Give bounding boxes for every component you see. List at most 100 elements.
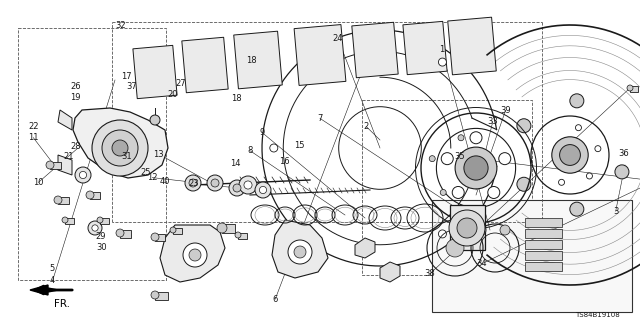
Bar	[18, 28, 166, 280]
Circle shape	[46, 161, 54, 169]
Text: 18: 18	[246, 56, 257, 65]
Circle shape	[170, 227, 176, 233]
Text: 18: 18	[232, 94, 242, 103]
Circle shape	[517, 177, 531, 191]
FancyBboxPatch shape	[237, 233, 246, 238]
Text: 23: 23	[188, 180, 198, 188]
FancyBboxPatch shape	[525, 218, 561, 227]
Bar	[362, 100, 532, 275]
Circle shape	[440, 189, 446, 196]
Text: 30: 30	[96, 244, 106, 252]
FancyBboxPatch shape	[630, 85, 637, 92]
Circle shape	[233, 184, 241, 192]
Circle shape	[488, 187, 500, 198]
FancyBboxPatch shape	[403, 21, 447, 75]
Circle shape	[112, 140, 128, 156]
Circle shape	[570, 94, 584, 108]
Circle shape	[270, 144, 278, 152]
FancyBboxPatch shape	[120, 229, 131, 237]
Circle shape	[229, 180, 245, 196]
Text: 27: 27	[176, 79, 186, 88]
FancyBboxPatch shape	[65, 218, 74, 223]
Text: FR.: FR.	[54, 299, 70, 309]
Text: 7: 7	[317, 114, 323, 123]
Circle shape	[185, 175, 201, 191]
Circle shape	[438, 230, 447, 238]
Circle shape	[615, 165, 629, 179]
FancyBboxPatch shape	[221, 223, 234, 233]
Circle shape	[570, 202, 584, 216]
Polygon shape	[450, 205, 485, 250]
Circle shape	[446, 239, 464, 257]
Text: 26: 26	[70, 82, 81, 91]
Circle shape	[559, 145, 580, 165]
Text: 38: 38	[425, 269, 435, 278]
FancyBboxPatch shape	[525, 261, 561, 270]
Circle shape	[88, 221, 102, 235]
Text: 29: 29	[96, 232, 106, 241]
Text: 14: 14	[230, 159, 241, 168]
Polygon shape	[30, 285, 58, 295]
Circle shape	[54, 196, 62, 204]
Circle shape	[552, 137, 588, 173]
Text: 20: 20	[168, 90, 178, 99]
Text: 19: 19	[70, 93, 81, 102]
Text: 1: 1	[439, 45, 444, 54]
FancyBboxPatch shape	[154, 234, 164, 241]
Circle shape	[183, 243, 207, 267]
FancyBboxPatch shape	[234, 31, 282, 89]
Polygon shape	[160, 225, 225, 282]
Text: 13: 13	[154, 150, 164, 159]
Circle shape	[102, 130, 138, 166]
Text: 3: 3	[613, 207, 618, 216]
Polygon shape	[380, 262, 400, 282]
Circle shape	[150, 115, 160, 125]
Text: 6: 6	[273, 295, 278, 304]
Text: 17: 17	[122, 72, 132, 81]
Text: 24: 24	[333, 34, 343, 43]
Circle shape	[449, 210, 485, 246]
Circle shape	[116, 229, 124, 237]
Text: 2: 2	[364, 122, 369, 131]
Circle shape	[575, 125, 582, 131]
FancyBboxPatch shape	[154, 292, 168, 300]
Text: 5: 5	[50, 264, 55, 273]
Circle shape	[464, 156, 488, 180]
FancyBboxPatch shape	[173, 228, 182, 234]
FancyBboxPatch shape	[99, 218, 109, 223]
Text: 35: 35	[454, 152, 465, 161]
Text: 32: 32	[115, 21, 125, 30]
Circle shape	[429, 156, 435, 162]
FancyBboxPatch shape	[448, 17, 496, 75]
Circle shape	[438, 58, 447, 66]
Circle shape	[470, 132, 482, 144]
Circle shape	[235, 232, 241, 238]
Text: 16: 16	[280, 157, 290, 166]
FancyBboxPatch shape	[58, 196, 68, 204]
Text: 36: 36	[619, 149, 629, 158]
Bar	[432, 200, 632, 312]
FancyBboxPatch shape	[90, 191, 99, 198]
Circle shape	[457, 218, 477, 238]
Circle shape	[189, 249, 201, 261]
Circle shape	[595, 146, 601, 152]
Circle shape	[627, 85, 633, 91]
Text: 33: 33	[488, 117, 498, 126]
Circle shape	[255, 182, 271, 198]
Text: 21: 21	[64, 152, 74, 161]
Text: 22: 22	[28, 122, 38, 131]
Circle shape	[151, 291, 159, 299]
Text: 40: 40	[160, 177, 170, 186]
FancyBboxPatch shape	[352, 22, 398, 78]
Text: 37: 37	[126, 82, 136, 91]
Circle shape	[86, 191, 94, 199]
Circle shape	[92, 120, 148, 176]
Circle shape	[151, 233, 159, 241]
Text: 31: 31	[122, 152, 132, 161]
Circle shape	[62, 217, 68, 223]
Text: TS84B19108: TS84B19108	[575, 312, 620, 318]
Text: 8: 8	[247, 146, 252, 155]
Circle shape	[294, 246, 306, 258]
Text: 15: 15	[294, 141, 305, 150]
FancyBboxPatch shape	[525, 251, 561, 260]
